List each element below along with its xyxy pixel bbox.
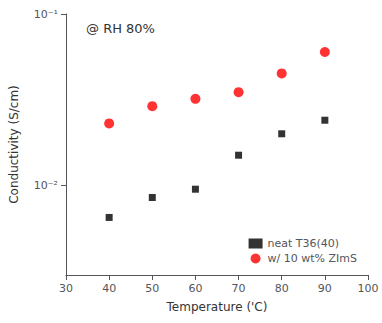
svg-text:10⁻²: 10⁻² <box>34 179 58 192</box>
svg-text:100: 100 <box>358 282 379 295</box>
svg-text:Temperature ('C): Temperature ('C) <box>166 300 268 314</box>
svg-text:neat T36(40): neat T36(40) <box>268 237 340 250</box>
svg-text:50: 50 <box>145 282 159 295</box>
svg-text:@ RH 80%: @ RH 80% <box>86 21 155 36</box>
svg-text:70: 70 <box>232 282 246 295</box>
svg-text:90: 90 <box>318 282 332 295</box>
svg-text:30: 30 <box>59 282 73 295</box>
svg-text:10⁻¹: 10⁻¹ <box>34 8 58 21</box>
svg-text:80: 80 <box>275 282 289 295</box>
svg-text:60: 60 <box>188 282 202 295</box>
svg-text:40: 40 <box>102 282 116 295</box>
svg-text:Conductivity (S/cm): Conductivity (S/cm) <box>7 85 21 204</box>
svg-text:w/ 10 wt% ZImS: w/ 10 wt% ZImS <box>268 252 357 265</box>
